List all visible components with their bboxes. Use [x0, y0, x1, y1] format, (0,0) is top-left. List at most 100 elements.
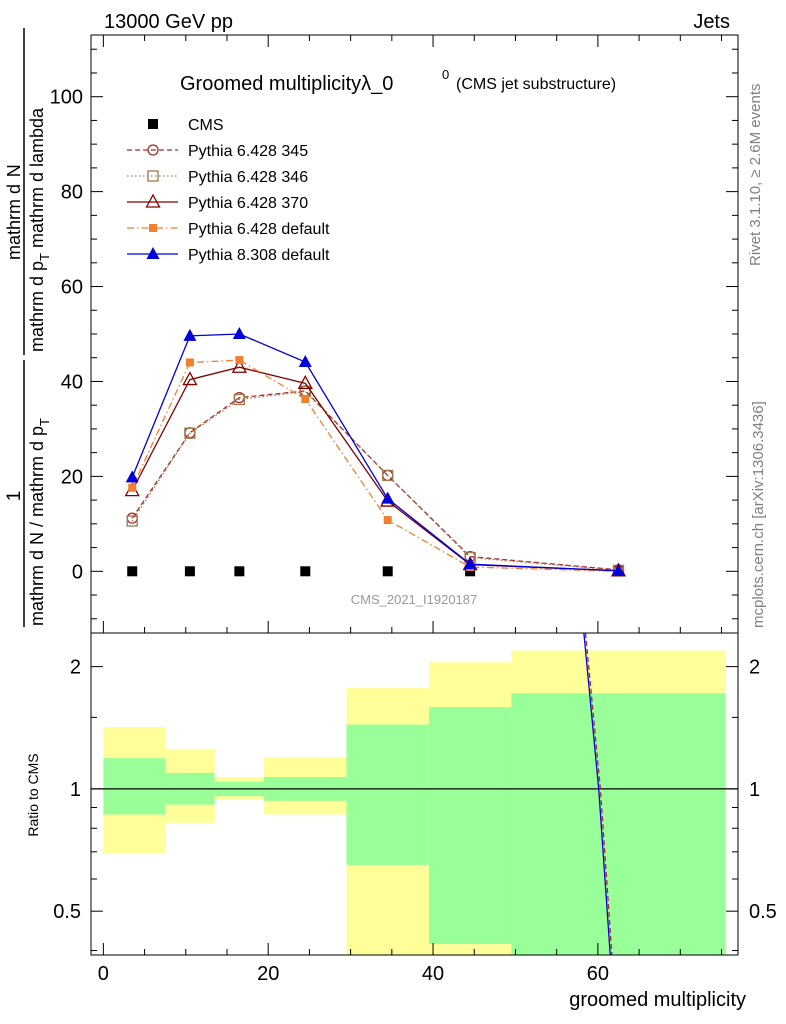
- ratio-line-pythia-8-308-default: [583, 632, 611, 956]
- ylabel-right-denominator-end: mathrm d lambda: [27, 107, 47, 253]
- main-y-ticks: 0 20 40 60 80 100: [50, 48, 738, 620]
- data-point-pythia-6-428-346: [126, 515, 138, 527]
- ylabel-left-denominator: mathrm d N / mathrm d pT: [27, 418, 52, 626]
- data-point-pythia-6-428-370: [231, 358, 247, 373]
- data-point-cms: [127, 566, 138, 577]
- ylabel-left-denominator-sub: T: [37, 418, 52, 426]
- main-y-tick-label: 60: [61, 277, 83, 299]
- data-point-pythia-6-428-370: [182, 371, 198, 386]
- legend-label: Pythia 6.428 370: [188, 195, 308, 212]
- legend-swatch-marker: [147, 170, 159, 182]
- ratio-y-tick-label-right: 1: [749, 779, 760, 801]
- data-point-pythia-6-428-default: [235, 356, 244, 365]
- data-point-pythia-8-308-default: [183, 328, 197, 341]
- legend-item-pythia-6-428-370: Pythia 6.428 370: [127, 193, 308, 212]
- mcplots-label: mcplots.cern.ch [arXiv:1306.3436]: [750, 401, 767, 628]
- main-y-tick-label: 20: [61, 466, 83, 488]
- ratio-band-inner: [103, 758, 166, 815]
- ratio-y-tick-label: 0.5: [53, 901, 81, 923]
- ratio-line-pythia-6-428-345: [584, 632, 613, 956]
- data-point-pythia-8-308-default: [298, 355, 312, 368]
- ylabel-right-denominator-main: mathrm d p: [27, 261, 47, 352]
- data-point-pythia-6-428-default: [301, 395, 310, 404]
- data-point-pythia-6-428-default: [383, 516, 392, 525]
- series-pythia-6-428-default: [128, 356, 623, 576]
- data-point-pythia-8-308-default: [125, 470, 139, 483]
- legend-swatch-marker: [145, 193, 161, 208]
- main-y-tick-label: 0: [72, 561, 83, 583]
- series-pythia-6-428-346: [126, 385, 625, 577]
- legend-item-pythia-8-308-default: Pythia 8.308 default: [127, 247, 330, 264]
- data-point-pythia-6-428-default: [185, 358, 194, 367]
- ratio-y-tick-label-right: 0.5: [749, 901, 777, 923]
- ylabel-left-numerator: 1: [4, 491, 25, 502]
- energy-label: 13000 GeV pp: [104, 11, 233, 33]
- series-pythia-6-428-370: [124, 358, 627, 577]
- series-line-pythia-6-428-default: [131, 359, 619, 572]
- ratio-band-inner: [428, 707, 512, 945]
- legend-swatch-marker: [147, 144, 159, 156]
- data-point-pythia-6-428-370: [297, 374, 313, 390]
- ratio-band-inner: [346, 724, 429, 865]
- series-pythia-8-308-default: [125, 327, 625, 576]
- legend-item-pythia-6-428-346: Pythia 6.428 346: [127, 169, 308, 186]
- x-tick-label: 0: [98, 963, 109, 985]
- ylabel-right-denominator-sub: T: [37, 253, 52, 261]
- ratio-y-tick-label: 1: [70, 779, 81, 801]
- legend-item-cms: CMS: [148, 117, 224, 134]
- main-series-group: [124, 327, 627, 577]
- ratio-plot: 0.5 0.5 1 1 2 2 0 20 40 60 Ratio to CMS groomed …: [25, 35, 777, 1011]
- legend-label: Pythia 6.428 346: [188, 169, 308, 186]
- main-plot: Groomed multiplicityλ_0 0 (CMS jet subst…: [50, 34, 739, 634]
- legend-label: CMS: [188, 117, 224, 134]
- x-tick-label: 40: [422, 963, 444, 985]
- ylabel-right-numerator-main: mathrm d: [4, 184, 24, 260]
- legend-swatch-marker: [148, 119, 158, 129]
- ylabel-left-denominator-main: mathrm d N / mathrm d p: [27, 426, 47, 626]
- main-y-tick-label: 100: [50, 87, 83, 109]
- ylabel-right-numerator: mathrm d2N: [1, 164, 24, 260]
- data-point-pythia-6-428-346: [184, 427, 196, 439]
- data-point-pythia-8-308-default: [232, 327, 246, 339]
- legend-label: Pythia 6.428 default: [188, 221, 330, 238]
- ylabel-right-denominator: mathrm d pT mathrm d lambda: [27, 107, 52, 352]
- legend-swatch-marker: [146, 247, 160, 259]
- series-line-pythia-6-428-345: [131, 390, 619, 571]
- main-y-tick-label: 80: [61, 182, 83, 204]
- legend-item-pythia-6-428-default: Pythia 6.428 default: [127, 221, 330, 238]
- series-pythia-6-428-345: [126, 385, 625, 576]
- x-axis-ticks: 0 20 40 60: [98, 35, 723, 985]
- main-plot-title: Groomed multiplicityλ_0: [180, 73, 393, 95]
- process-label: Jets: [693, 11, 730, 33]
- data-point-pythia-8-308-default: [463, 557, 477, 570]
- data-point-cms: [184, 566, 195, 577]
- ratio-bands: [91, 650, 738, 955]
- ratio-band-inner: [511, 693, 726, 955]
- main-plot-subtitle: (CMS jet substructure): [456, 76, 616, 93]
- legend-item-pythia-6-428-345: Pythia 6.428 345: [127, 143, 308, 160]
- legend: CMS Pythia 6.428 345 Pythia 6.428 346 Pythi…: [127, 117, 330, 264]
- main-plot-title-superscript: 0: [442, 67, 449, 82]
- data-point-cms: [234, 566, 245, 577]
- x-axis-label: groomed multiplicity: [569, 989, 746, 1011]
- ratio-y-tick-label-right: 2: [749, 657, 760, 679]
- x-tick-label: 20: [257, 963, 279, 985]
- series-line-pythia-8-308-default: [131, 333, 619, 572]
- main-y-tick-label: 40: [61, 371, 83, 393]
- legend-swatch-marker: [149, 224, 157, 232]
- main-plot-watermark: CMS_2021_I1920187: [351, 592, 478, 607]
- series-line-pythia-6-428-370: [131, 366, 619, 572]
- data-point-cms: [382, 566, 393, 577]
- data-point-pythia-6-428-default: [128, 483, 137, 492]
- main-y-axis-label: 1 mathrm d N / mathrm d pT mathrm d2N ma…: [1, 28, 52, 627]
- data-point-pythia-8-308-default: [381, 491, 395, 504]
- ylabel-right-numerator-end: N: [4, 164, 24, 177]
- legend-label: Pythia 6.428 345: [188, 143, 308, 160]
- ratio-lines: [583, 632, 613, 956]
- ratio-y-ticks: 0.5 0.5 1 1 2 2: [53, 657, 777, 952]
- ratio-y-tick-label: 2: [70, 657, 81, 679]
- data-point-pythia-6-428-346: [233, 393, 246, 406]
- x-tick-label: 60: [587, 963, 609, 985]
- ratio-plot-frame: [90, 632, 739, 956]
